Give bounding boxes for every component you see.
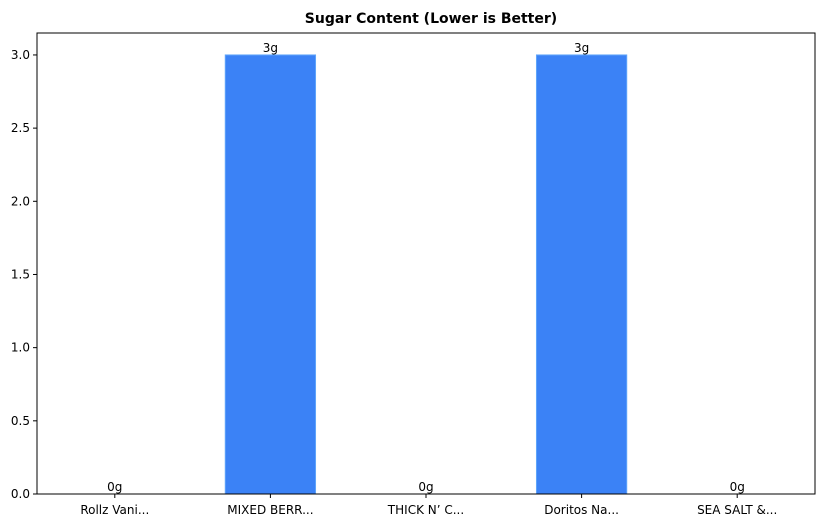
y-tick-label: 2.5 (11, 121, 30, 135)
y-tick-label: 0.5 (11, 414, 30, 428)
data-label: 3g (574, 41, 589, 55)
x-tick-label: Rollz Vani... (80, 503, 149, 517)
bar (535, 54, 628, 495)
y-tick-label: 3.0 (11, 48, 30, 62)
plot-area: 0.0 0.5 1.0 1.5 2.0 2.5 3.0 Rollz Vani... MIXED … (11, 32, 816, 517)
plot-frame (36, 32, 816, 495)
x-tick-label: MIXED BERR... (227, 503, 313, 517)
x-tick-label: Doritos Na... (544, 503, 619, 517)
y-tick-label: 1.5 (11, 267, 30, 281)
bar (224, 54, 317, 495)
data-label: 0g (730, 480, 745, 494)
x-tick-label: SEA SALT &... (697, 503, 777, 517)
x-tick-label: THICK N’ C... (387, 503, 464, 517)
y-tick-label: 1.0 (11, 341, 30, 355)
chart-title: Sugar Content (Lower is Better) (305, 11, 557, 27)
data-label: 0g (418, 480, 433, 494)
y-tick-label: 0.0 (11, 487, 30, 501)
data-label: 3g (263, 41, 278, 55)
y-tick-label: 2.0 (11, 194, 30, 208)
data-label: 0g (107, 480, 122, 494)
